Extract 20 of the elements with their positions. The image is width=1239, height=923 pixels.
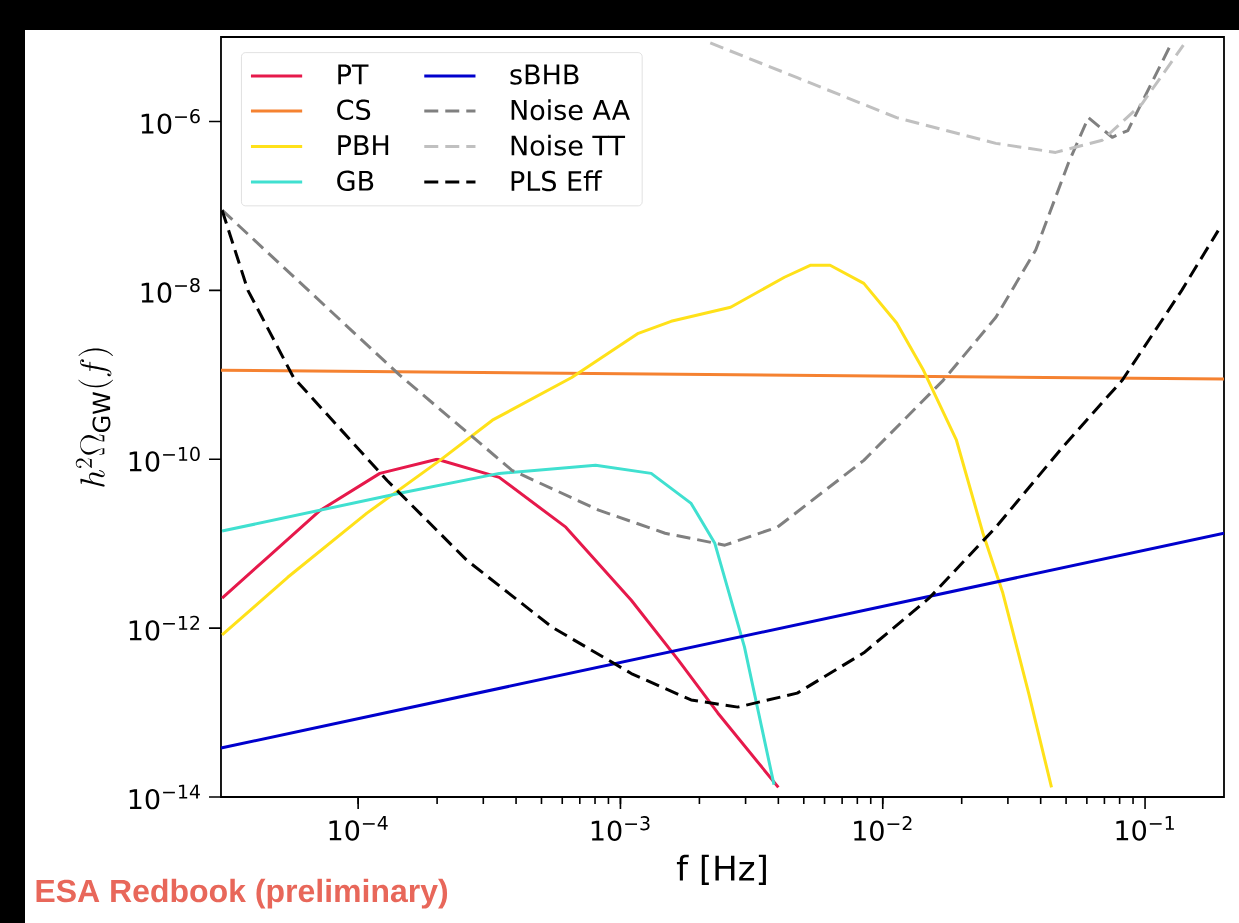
y-axis-title: $h^2\Omega_{\mathrm{GW}}(f)$ bbox=[75, 348, 113, 487]
x-tick-label: 10$^{−4}$ bbox=[329, 816, 388, 841]
legend-label: PT bbox=[338, 64, 369, 85]
text: ESA Redbook (preliminary) bbox=[36, 878, 448, 909]
x-axis-title: f [Hz] bbox=[676, 854, 766, 885]
y-tick-label: 10$^{−6}$ bbox=[141, 109, 200, 134]
y-tick-label: 10$^{−8}$ bbox=[141, 277, 200, 303]
y-tick-label: 10$^{−10}$ bbox=[129, 446, 200, 472]
legend-label: PLS Eff bbox=[511, 170, 603, 192]
legend-label: sBHB bbox=[510, 64, 579, 85]
legend-label: GB bbox=[337, 170, 374, 191]
x-tick-label: 10$^{−1}$ bbox=[1116, 816, 1174, 841]
x-tick-label: 10$^{−3}$ bbox=[591, 816, 650, 841]
y-tick-label: 10$^{−12}$ bbox=[129, 615, 200, 641]
x-tick-label: 10$^{−2}$ bbox=[854, 816, 912, 841]
y-tick-label: 10$^{−14}$ bbox=[129, 784, 200, 810]
legend-label: PBH bbox=[338, 135, 389, 155]
legend-label: Noise AA bbox=[511, 99, 630, 121]
legend-label: Noise TT bbox=[511, 134, 626, 156]
legend-label: CS bbox=[337, 99, 371, 120]
